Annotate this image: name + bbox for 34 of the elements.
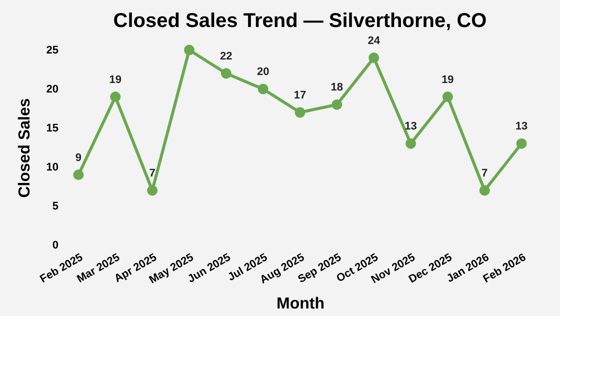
text: 9 <box>75 152 82 164</box>
text: 19 <box>442 74 454 86</box>
y-tick-label: 20 <box>46 84 58 96</box>
point <box>184 44 194 56</box>
text: 13 <box>404 120 417 133</box>
text: 19 <box>109 74 122 86</box>
point <box>294 107 306 118</box>
y-tick-label: 25 <box>46 44 58 56</box>
text: 22 <box>220 50 232 62</box>
point <box>406 138 416 149</box>
point <box>516 138 527 149</box>
text: 20 <box>256 66 270 78</box>
text: 24 <box>368 34 380 47</box>
point <box>147 185 158 196</box>
y-tick-label: 15 <box>46 122 58 134</box>
point <box>110 92 121 102</box>
text: 17 <box>294 89 306 102</box>
point <box>73 170 84 180</box>
y-tick-label: 10 <box>46 162 58 174</box>
text: 18 <box>330 82 344 94</box>
text: 7 <box>482 167 488 180</box>
point <box>332 99 342 110</box>
point <box>479 185 490 196</box>
y-tick-label: 0 <box>52 240 58 252</box>
point <box>220 68 232 79</box>
y-tick-label: 5 <box>52 200 58 212</box>
point <box>442 92 453 102</box>
x-axis-title: Month <box>276 295 324 312</box>
text: 7 <box>149 167 156 180</box>
chart-title: Closed Sales Trend — Silverthorne, CO <box>113 10 487 32</box>
text: 13 <box>515 120 528 133</box>
point <box>368 52 380 64</box>
y-axis-title: Closed Sales <box>16 98 34 198</box>
point <box>258 84 268 94</box>
